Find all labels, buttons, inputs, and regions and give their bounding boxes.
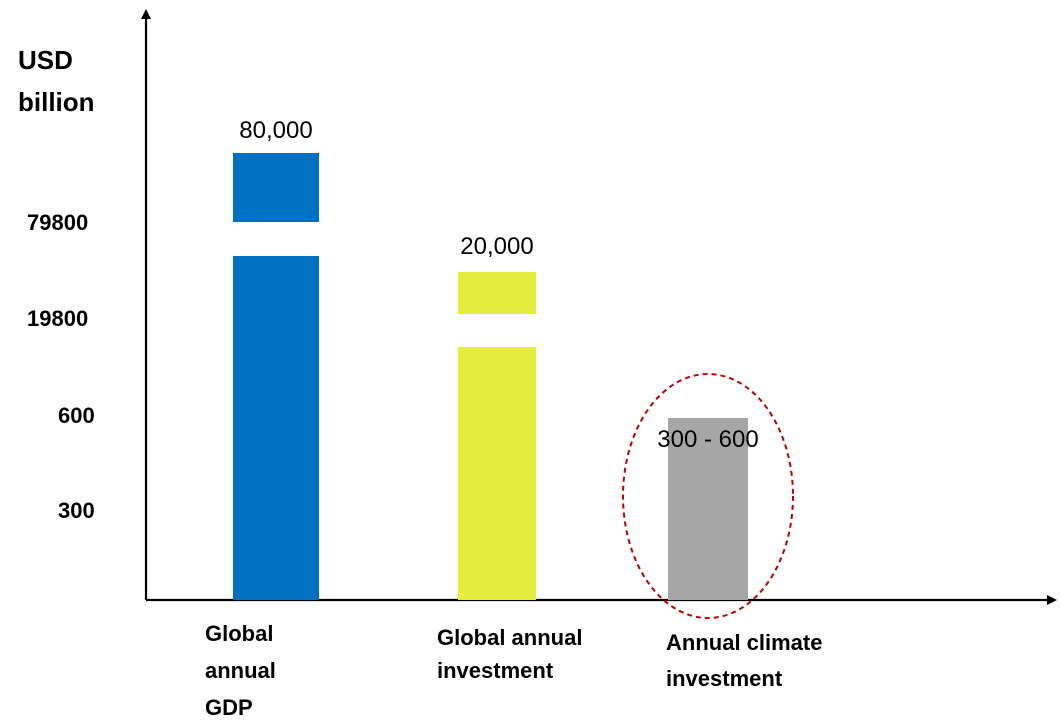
- y-tick-label: 19800: [27, 306, 88, 331]
- bar-segment-lower: [233, 256, 319, 600]
- bar: [668, 418, 748, 600]
- category-label-climate: Annual climate investment: [666, 630, 822, 691]
- y-axis-title-line-2: billion: [18, 87, 95, 117]
- category-label-investment: Global annual investment: [437, 625, 582, 683]
- value-label-gdp: 80,000: [239, 117, 312, 144]
- y-axis-title-line-1: USD: [18, 45, 73, 75]
- category-label-line: investment: [666, 666, 783, 691]
- bar-segment-upper: [458, 272, 536, 314]
- bar-segment-lower: [458, 347, 536, 600]
- category-label-line: annual: [205, 658, 276, 683]
- category-label-line: Global: [205, 621, 273, 646]
- value-label-climate: 300 - 600: [657, 426, 758, 453]
- value-label-investment: 20,000: [460, 233, 533, 260]
- category-label-line: GDP: [205, 695, 253, 720]
- y-tick-label: 300: [58, 498, 95, 523]
- category-label-line: Global annual: [437, 625, 582, 650]
- bar-segment-upper: [233, 153, 319, 222]
- highlight-ellipse: [622, 373, 794, 619]
- category-label-gdp: Global annual GDP: [205, 621, 276, 720]
- category-label-line: Annual climate: [666, 630, 822, 655]
- y-tick-label: 600: [58, 403, 95, 428]
- category-label-line: investment: [437, 658, 554, 683]
- y-tick-label: 79800: [27, 210, 88, 235]
- bars-group: [233, 153, 748, 600]
